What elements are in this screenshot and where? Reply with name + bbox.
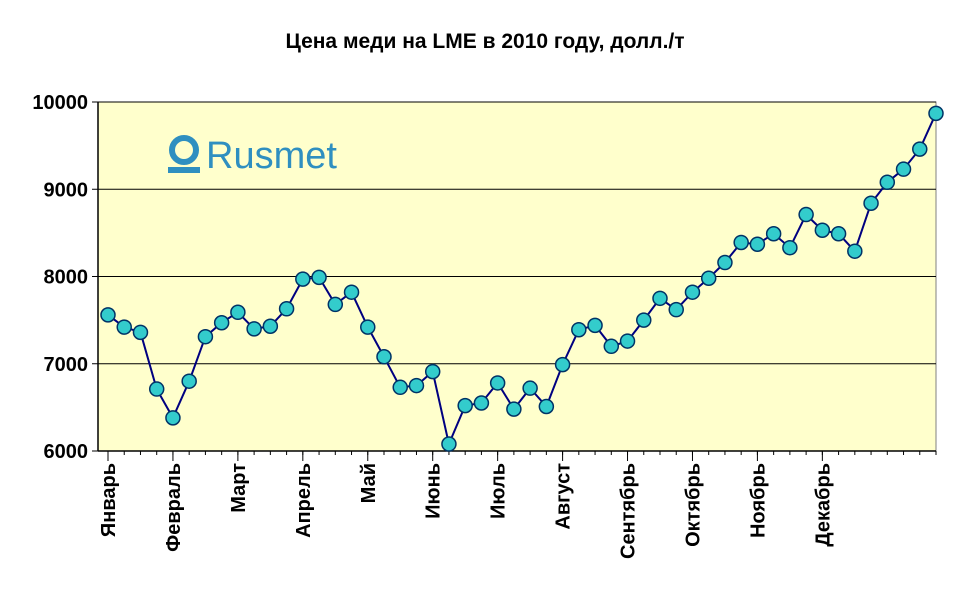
data-point bbox=[100, 307, 116, 323]
data-point bbox=[619, 333, 636, 349]
data-point bbox=[700, 270, 717, 286]
data-point bbox=[408, 377, 425, 394]
data-point bbox=[814, 222, 831, 239]
y-tick-label: 10000 bbox=[32, 92, 88, 114]
grid-lines bbox=[98, 101, 936, 365]
x-tick-label: Июль bbox=[488, 463, 510, 519]
x-tick-label: Декабрь bbox=[812, 463, 834, 547]
x-tick-label: Сентябрь bbox=[618, 463, 640, 559]
x-tick-label: Ноябрь bbox=[747, 463, 769, 538]
data-point bbox=[278, 301, 295, 317]
data-point bbox=[798, 206, 814, 223]
data-point bbox=[148, 381, 165, 397]
y-axis-ticks: 6000 7000 8000 9000 10000 bbox=[32, 92, 88, 463]
data-point bbox=[538, 398, 555, 415]
data-point bbox=[879, 174, 896, 191]
x-tick-label: Январь bbox=[98, 463, 120, 537]
y-tick-label: 6000 bbox=[44, 441, 89, 463]
data-point bbox=[522, 380, 538, 396]
x-tick-label: Август bbox=[553, 463, 575, 530]
data-point bbox=[343, 284, 360, 300]
data-point bbox=[765, 225, 782, 242]
data-point bbox=[392, 379, 408, 396]
data-point bbox=[782, 239, 798, 256]
data-point bbox=[749, 236, 766, 252]
series-line-layer bbox=[107, 112, 937, 448]
y-tick-label: 7000 bbox=[44, 354, 89, 376]
data-point bbox=[489, 375, 506, 391]
data-point bbox=[360, 319, 376, 335]
chart-title: Цена меди на LME в 2010 году, долл./т bbox=[285, 30, 684, 53]
data-point bbox=[554, 356, 571, 373]
data-point bbox=[847, 243, 863, 259]
data-point bbox=[717, 254, 733, 271]
data-point bbox=[571, 321, 587, 338]
data-point bbox=[376, 349, 392, 365]
data-point bbox=[684, 284, 701, 300]
data-point bbox=[603, 338, 620, 355]
data-point bbox=[165, 410, 181, 426]
rusmet-logo: Rusmet bbox=[168, 135, 337, 177]
x-axis-ticks: Январь Февраль Март Апрель Май Июнь Июль Август… bbox=[98, 463, 834, 559]
data-point bbox=[311, 269, 327, 286]
data-point bbox=[424, 363, 441, 380]
data-point bbox=[116, 319, 132, 335]
data-point bbox=[636, 312, 652, 328]
data-point bbox=[587, 317, 603, 334]
data-point bbox=[506, 401, 522, 417]
data-point bbox=[246, 321, 262, 337]
data-point bbox=[197, 328, 214, 345]
x-tick-label: Май bbox=[358, 463, 380, 503]
rusmet-logo-text: Rusmet bbox=[206, 135, 337, 177]
y-tick-label: 8000 bbox=[44, 267, 89, 289]
data-point bbox=[652, 290, 668, 307]
data-point bbox=[457, 397, 473, 414]
data-point bbox=[132, 324, 149, 341]
data-point bbox=[830, 225, 847, 242]
data-point bbox=[895, 161, 912, 177]
data-point bbox=[668, 301, 684, 318]
y-tick-label: 9000 bbox=[44, 179, 89, 201]
x-tick-label: Февраль bbox=[163, 463, 185, 552]
series-markers bbox=[100, 105, 944, 452]
data-point bbox=[213, 314, 230, 331]
axes bbox=[92, 101, 937, 461]
data-point bbox=[295, 271, 311, 287]
data-point bbox=[230, 304, 246, 321]
data-point bbox=[441, 436, 457, 452]
x-tick-label: Март bbox=[228, 463, 250, 513]
series-line bbox=[107, 112, 937, 448]
data-point bbox=[181, 373, 197, 389]
data-point bbox=[733, 234, 749, 251]
data-point bbox=[262, 318, 279, 334]
data-point bbox=[912, 141, 928, 157]
rusmet-logo-mark-icon bbox=[168, 135, 200, 173]
data-point bbox=[327, 296, 344, 313]
data-point bbox=[473, 395, 490, 411]
data-point bbox=[928, 105, 944, 122]
x-tick-label: Апрель bbox=[293, 463, 315, 538]
data-point bbox=[863, 195, 879, 211]
x-tick-label: Июнь bbox=[423, 463, 445, 519]
x-tick-label: Октябрь bbox=[682, 463, 704, 547]
